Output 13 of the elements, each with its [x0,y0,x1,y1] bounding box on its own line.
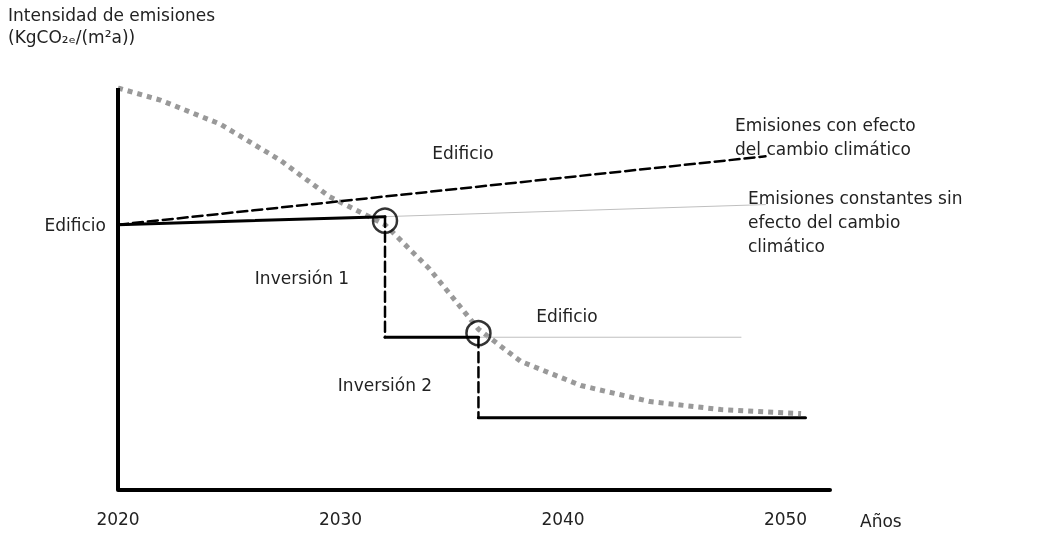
annotation: Edificio [536,306,598,326]
annotation: Inversión 1 [254,268,350,288]
annotation: Inversión 2 [337,375,433,395]
annotation: Emisiones constantes sin efecto del cambio climático [748,188,963,256]
x-tick-label: 2040 [541,508,585,529]
x-tick-label: 2030 [318,508,363,529]
annotation: Edificio [44,214,106,235]
y-axis-title: Intensidad de emisiones (KgCO₂ₑ/(m²a)) [8,5,216,47]
x-axis-title: Años [860,510,902,531]
annotation: Emisiones con efecto del cambio climático [735,115,916,159]
annotation: Edificio [432,143,494,163]
x-tick-label: 2050 [763,508,808,529]
x-tick-label: 2020 [96,508,140,529]
